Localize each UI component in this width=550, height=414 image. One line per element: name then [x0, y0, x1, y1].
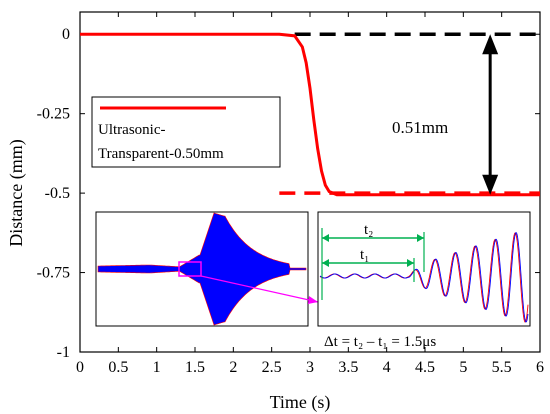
- legend: Ultrasonic- Transparent-0.50mm: [91, 96, 281, 168]
- y-axis-title: Distance (mm): [6, 139, 27, 246]
- reference-lines: [279, 32, 540, 195]
- legend-label-line2: Transparent-0.50mm: [98, 146, 224, 162]
- series-line: [80, 32, 540, 197]
- y-tick-labels: 0 -0.25 -0.5 -0.75 -1: [37, 26, 70, 361]
- inset-equation: Δt = t₂ – t₁ = 1.5μs: [324, 334, 436, 350]
- zoom-region-marker: [178, 261, 202, 277]
- x-tick-label: 4: [383, 359, 391, 376]
- x-tick-label: 3.5: [338, 359, 358, 376]
- y-tick-label: -0.75: [37, 265, 70, 282]
- difference-arrow-head-bottom: [482, 174, 499, 195]
- x-tick-label: 5.5: [492, 359, 512, 376]
- t1-arrowhead-left: [322, 259, 329, 267]
- difference-arrow-head-top: [482, 34, 499, 55]
- legend-label-line1: Ultrasonic-: [98, 122, 165, 138]
- zoom-connector-line: [200, 275, 319, 303]
- inset-zoom-waveform: [319, 231, 529, 323]
- x-tick-labels: 0 0.5 1 1.5 2 2.5 3 3.5 4 4.5 5 5.5 6: [76, 359, 544, 376]
- x-tick-label: 4.5: [415, 359, 435, 376]
- x-tick-label: 1.5: [185, 359, 205, 376]
- overview-envelope: [97, 212, 307, 326]
- difference-label: 0.51mm: [392, 118, 448, 137]
- x-tick-label: 2.5: [262, 359, 282, 376]
- t2-arrowhead-right: [417, 234, 424, 242]
- x-axis-title: Time (s): [270, 392, 331, 413]
- inset-waveform-zoom: t₂ t₁ Δt = t₂ – t₁ = 1.5μs: [317, 211, 531, 350]
- y-tick-label: -0.25: [37, 106, 70, 123]
- inset-overview-waveform: [97, 212, 307, 326]
- y-tick-label: 0: [62, 26, 70, 43]
- x-tick-label: 6: [536, 359, 544, 376]
- zoom-wave-blue: [319, 231, 529, 323]
- y-tick-label: -0.5: [45, 185, 70, 202]
- series-layer: [80, 32, 540, 197]
- inset-waveform-overview: [95, 211, 319, 327]
- tick-marks: [79, 12, 541, 353]
- t1-arrowhead-right: [407, 259, 414, 267]
- x-tick-label: 5: [459, 359, 467, 376]
- x-tick-label: 1: [153, 359, 161, 376]
- difference-arrow: [482, 34, 499, 195]
- t2-label: t₂: [364, 222, 373, 238]
- x-tick-label: 2: [229, 359, 237, 376]
- x-tick-label: 3: [306, 359, 314, 376]
- x-tick-label: 0: [76, 359, 84, 376]
- t1-label: t₁: [360, 247, 369, 263]
- zoom-connector-arrowhead: [308, 296, 318, 304]
- y-tick-label: -1: [57, 344, 70, 361]
- x-tick-label: 0.5: [108, 359, 128, 376]
- t2-arrowhead-left: [322, 234, 329, 242]
